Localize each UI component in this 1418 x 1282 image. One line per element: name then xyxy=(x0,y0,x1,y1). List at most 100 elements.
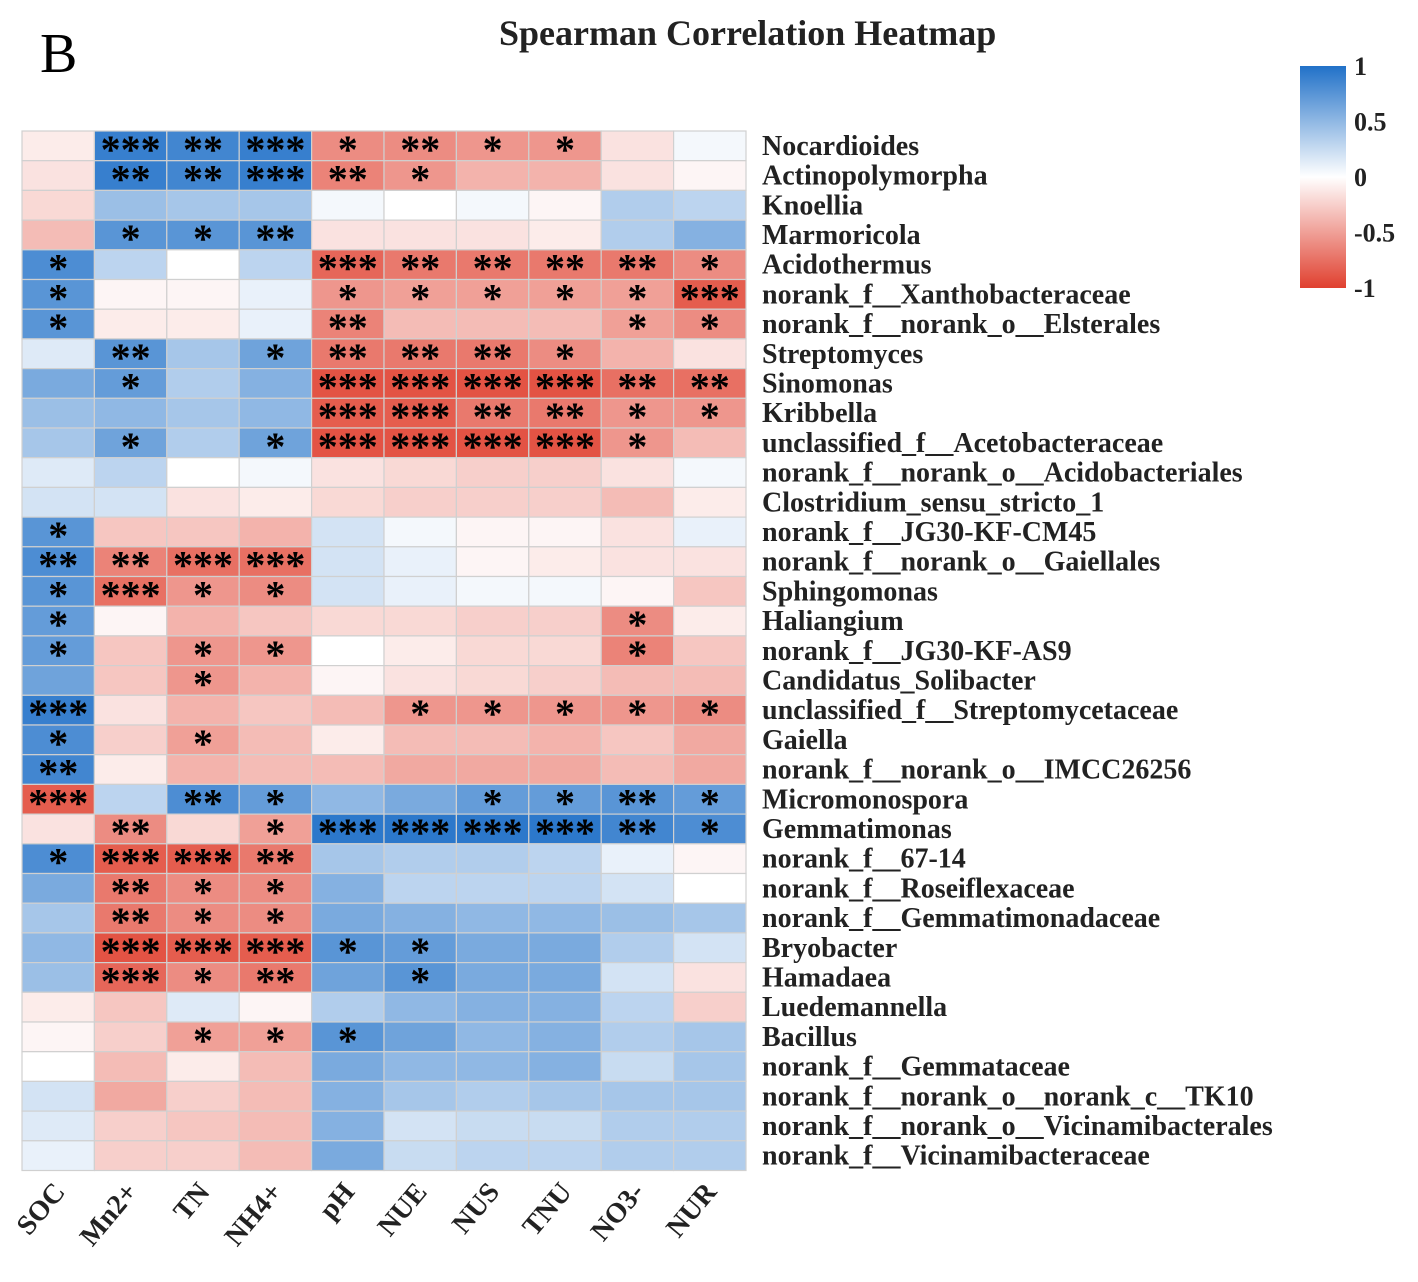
significance-mark: *** xyxy=(318,246,378,291)
significance-mark: *** xyxy=(318,364,378,409)
significance-mark: *** xyxy=(680,275,740,320)
heatmap-cell xyxy=(93,308,168,340)
heatmap-cell xyxy=(672,961,747,993)
heatmap-cell xyxy=(166,694,240,726)
row-label: Knoellia xyxy=(762,190,863,221)
heatmap-cell xyxy=(455,516,530,548)
column-label: Mn2+ xyxy=(74,1177,144,1252)
heatmap-cell xyxy=(455,694,530,726)
heatmap-cell xyxy=(166,397,240,429)
heatmap-cell xyxy=(672,1021,747,1053)
heatmap-cell xyxy=(672,189,747,221)
heatmap-cell xyxy=(455,130,530,162)
significance-mark: *** xyxy=(390,364,450,409)
significance-mark: ** xyxy=(183,780,223,825)
heatmap-cell xyxy=(166,427,240,459)
heatmap-cell xyxy=(672,754,747,786)
significance-mark: * xyxy=(48,632,68,677)
significance-mark: ** xyxy=(473,335,513,380)
heatmap-cell xyxy=(93,1140,168,1172)
heatmap-cell xyxy=(600,397,675,429)
heatmap-cell xyxy=(672,664,747,696)
heatmap-cell xyxy=(455,1080,530,1112)
heatmap-cell xyxy=(383,1080,458,1112)
heatmap-cell xyxy=(383,338,458,370)
heatmap-cell xyxy=(455,1051,530,1082)
heatmap-cell xyxy=(528,872,602,904)
significance-mark: * xyxy=(265,572,285,617)
heatmap-cell xyxy=(311,1140,385,1172)
heatmap-cell xyxy=(672,368,747,399)
heatmap-cell xyxy=(21,368,96,399)
significance-mark: * xyxy=(193,958,213,1003)
significance-mark: *** xyxy=(245,543,305,588)
panel-label: B xyxy=(40,23,78,85)
heatmap-cell xyxy=(600,457,675,489)
significance-mark: ** xyxy=(400,127,440,172)
heatmap-cell xyxy=(455,872,530,904)
significance-mark: * xyxy=(410,691,430,736)
heatmap-cell xyxy=(311,1051,385,1082)
row-label: Gaiella xyxy=(762,725,848,756)
heatmap-cell xyxy=(166,902,240,934)
significance-mark: *** xyxy=(463,810,523,855)
significance-marks: *** ** *** * ** * *** ** *** ** ** * *** *** ** ** ** ** *… xyxy=(28,127,740,1063)
significance-mark: * xyxy=(555,275,575,320)
significance-mark: * xyxy=(48,513,68,558)
significance-mark: * xyxy=(193,869,213,914)
heatmap-cell xyxy=(383,902,458,934)
significance-mark: *** xyxy=(173,543,233,588)
row-label: Nocardioides xyxy=(762,131,919,162)
heatmap-cell xyxy=(93,219,168,251)
heatmap-cell xyxy=(238,278,313,310)
heatmap-cell xyxy=(383,635,458,667)
row-label: Sinomonas xyxy=(762,368,893,399)
heatmap-cell xyxy=(672,1080,747,1112)
heatmap-cell xyxy=(455,397,530,429)
heatmap-cell xyxy=(600,872,675,904)
heatmap-cell xyxy=(600,902,675,934)
heatmap-cell xyxy=(455,783,530,815)
heatmap-cell xyxy=(455,1021,530,1053)
significance-mark: ** xyxy=(400,335,440,380)
heatmap-cell xyxy=(600,1110,675,1142)
heatmap-cell xyxy=(455,991,530,1023)
significance-mark: *** xyxy=(173,840,233,885)
significance-mark: *** xyxy=(101,127,161,172)
heatmap-cell xyxy=(21,694,96,726)
heatmap-cell xyxy=(166,368,240,399)
heatmap-cell xyxy=(311,813,385,845)
heatmap-cell xyxy=(528,278,602,310)
heatmap-cell xyxy=(166,457,240,489)
significance-mark: * xyxy=(48,721,68,766)
row-label: Marmoricola xyxy=(762,220,921,251)
heatmap-cell xyxy=(383,932,458,964)
significance-mark: * xyxy=(48,305,68,350)
heatmap-cell xyxy=(21,189,96,221)
row-label: norank_f__norank_o__Elsterales xyxy=(762,309,1160,340)
significance-mark: * xyxy=(338,1018,358,1063)
heatmap-cell xyxy=(238,189,313,221)
heatmap-cell xyxy=(93,902,168,934)
heatmap-cell xyxy=(93,1051,168,1082)
heatmap-cell xyxy=(383,219,458,251)
heatmap-cell xyxy=(93,338,168,370)
heatmap-cell xyxy=(238,1110,313,1142)
heatmap-cell xyxy=(166,783,240,815)
heatmap-cell xyxy=(238,843,313,875)
significance-mark: * xyxy=(410,929,430,974)
heatmap-cell xyxy=(383,575,458,607)
heatmap-cell xyxy=(21,1051,96,1082)
colorbar-tick-label: -1 xyxy=(1354,274,1376,303)
heatmap-cell xyxy=(93,783,168,815)
heatmap-cell xyxy=(383,605,458,637)
heatmap-cell xyxy=(672,546,747,578)
significance-mark: * xyxy=(483,780,503,825)
heatmap-cell xyxy=(672,486,747,518)
row-label: Micromonospora xyxy=(762,784,968,815)
significance-mark: *** xyxy=(463,364,523,409)
significance-mark: * xyxy=(121,364,141,409)
heatmap-cell xyxy=(93,961,168,993)
heatmap-cell xyxy=(238,160,313,191)
significance-mark: ** xyxy=(255,958,295,1003)
